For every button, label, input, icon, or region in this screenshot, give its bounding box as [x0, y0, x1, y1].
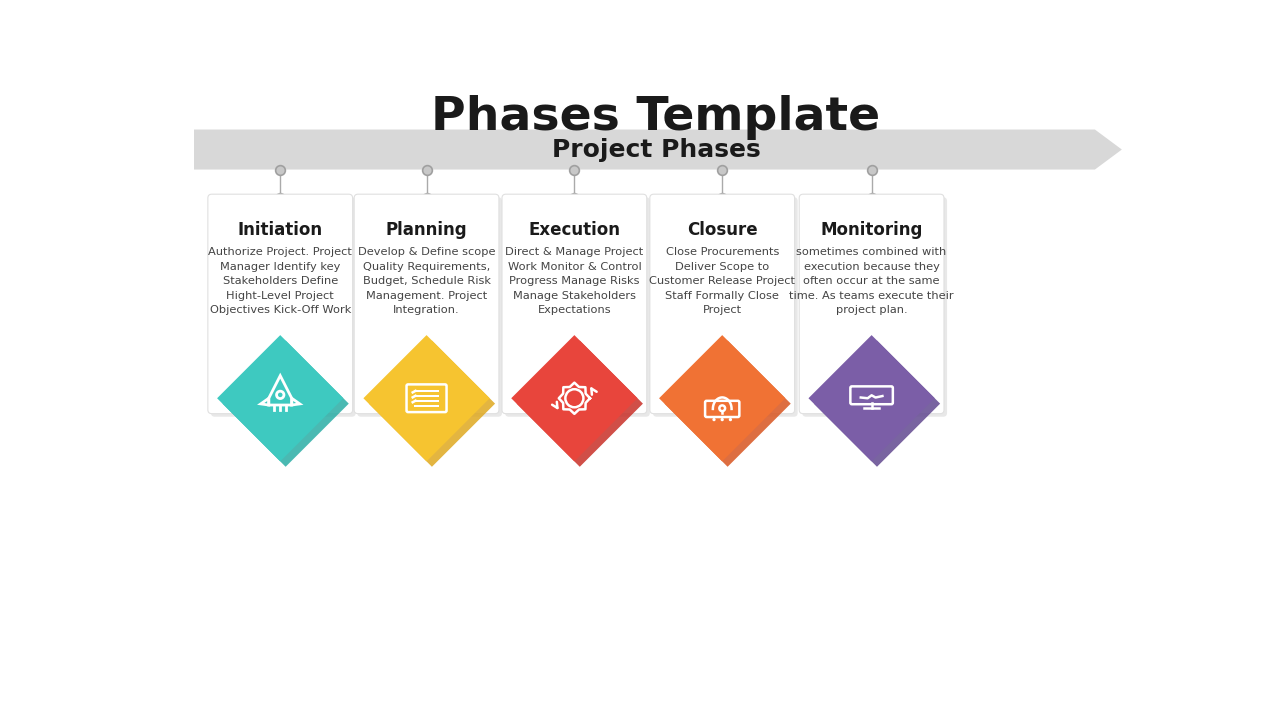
- Text: Execution: Execution: [529, 221, 621, 239]
- FancyBboxPatch shape: [799, 194, 943, 414]
- FancyBboxPatch shape: [211, 197, 356, 417]
- Polygon shape: [517, 341, 643, 467]
- Polygon shape: [364, 335, 490, 462]
- Text: sometimes combined with
execution because they
often occur at the same
time. As : sometimes combined with execution becaus…: [790, 248, 954, 315]
- Circle shape: [713, 418, 716, 421]
- Polygon shape: [659, 335, 786, 462]
- Text: Monitoring: Monitoring: [820, 221, 923, 239]
- Circle shape: [721, 418, 724, 421]
- Polygon shape: [195, 130, 1121, 169]
- Text: Close Procurements
Deliver Scope to
Customer Release Project
Staff Formally Clos: Close Procurements Deliver Scope to Cust…: [649, 248, 795, 315]
- Text: Initiation: Initiation: [238, 221, 323, 239]
- FancyBboxPatch shape: [207, 194, 352, 414]
- Text: Closure: Closure: [687, 221, 758, 239]
- Polygon shape: [511, 335, 637, 462]
- Polygon shape: [664, 341, 791, 467]
- FancyBboxPatch shape: [653, 197, 797, 417]
- Polygon shape: [809, 335, 934, 462]
- Text: Develop & Define scope
Quality Requirements,
Budget, Schedule Risk
Management. P: Develop & Define scope Quality Requireme…: [358, 248, 495, 315]
- Text: Planning: Planning: [385, 221, 467, 239]
- Text: Authorize Project. Project
Manager Identify key
Stakeholders Define
Hight-Level : Authorize Project. Project Manager Ident…: [209, 248, 352, 315]
- FancyBboxPatch shape: [502, 194, 646, 414]
- FancyBboxPatch shape: [803, 197, 947, 417]
- Text: Phases Template: Phases Template: [431, 95, 881, 140]
- Polygon shape: [369, 341, 495, 467]
- Text: Project Phases: Project Phases: [552, 138, 760, 161]
- Text: Direct & Manage Project
Work Monitor & Control
Progress Manage Risks
Manage Stak: Direct & Manage Project Work Monitor & C…: [506, 248, 644, 315]
- Circle shape: [728, 418, 732, 421]
- Polygon shape: [223, 341, 348, 467]
- FancyBboxPatch shape: [355, 194, 499, 414]
- FancyBboxPatch shape: [506, 197, 650, 417]
- FancyBboxPatch shape: [650, 194, 795, 414]
- FancyBboxPatch shape: [357, 197, 502, 417]
- Polygon shape: [814, 341, 940, 467]
- Polygon shape: [218, 335, 343, 462]
